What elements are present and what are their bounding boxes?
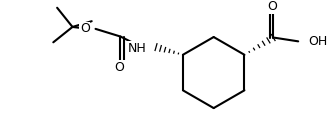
Text: NH: NH [128,42,146,55]
Text: O: O [80,22,90,35]
Text: O: O [115,61,125,74]
Text: OH: OH [308,35,327,48]
Text: O: O [267,0,277,13]
